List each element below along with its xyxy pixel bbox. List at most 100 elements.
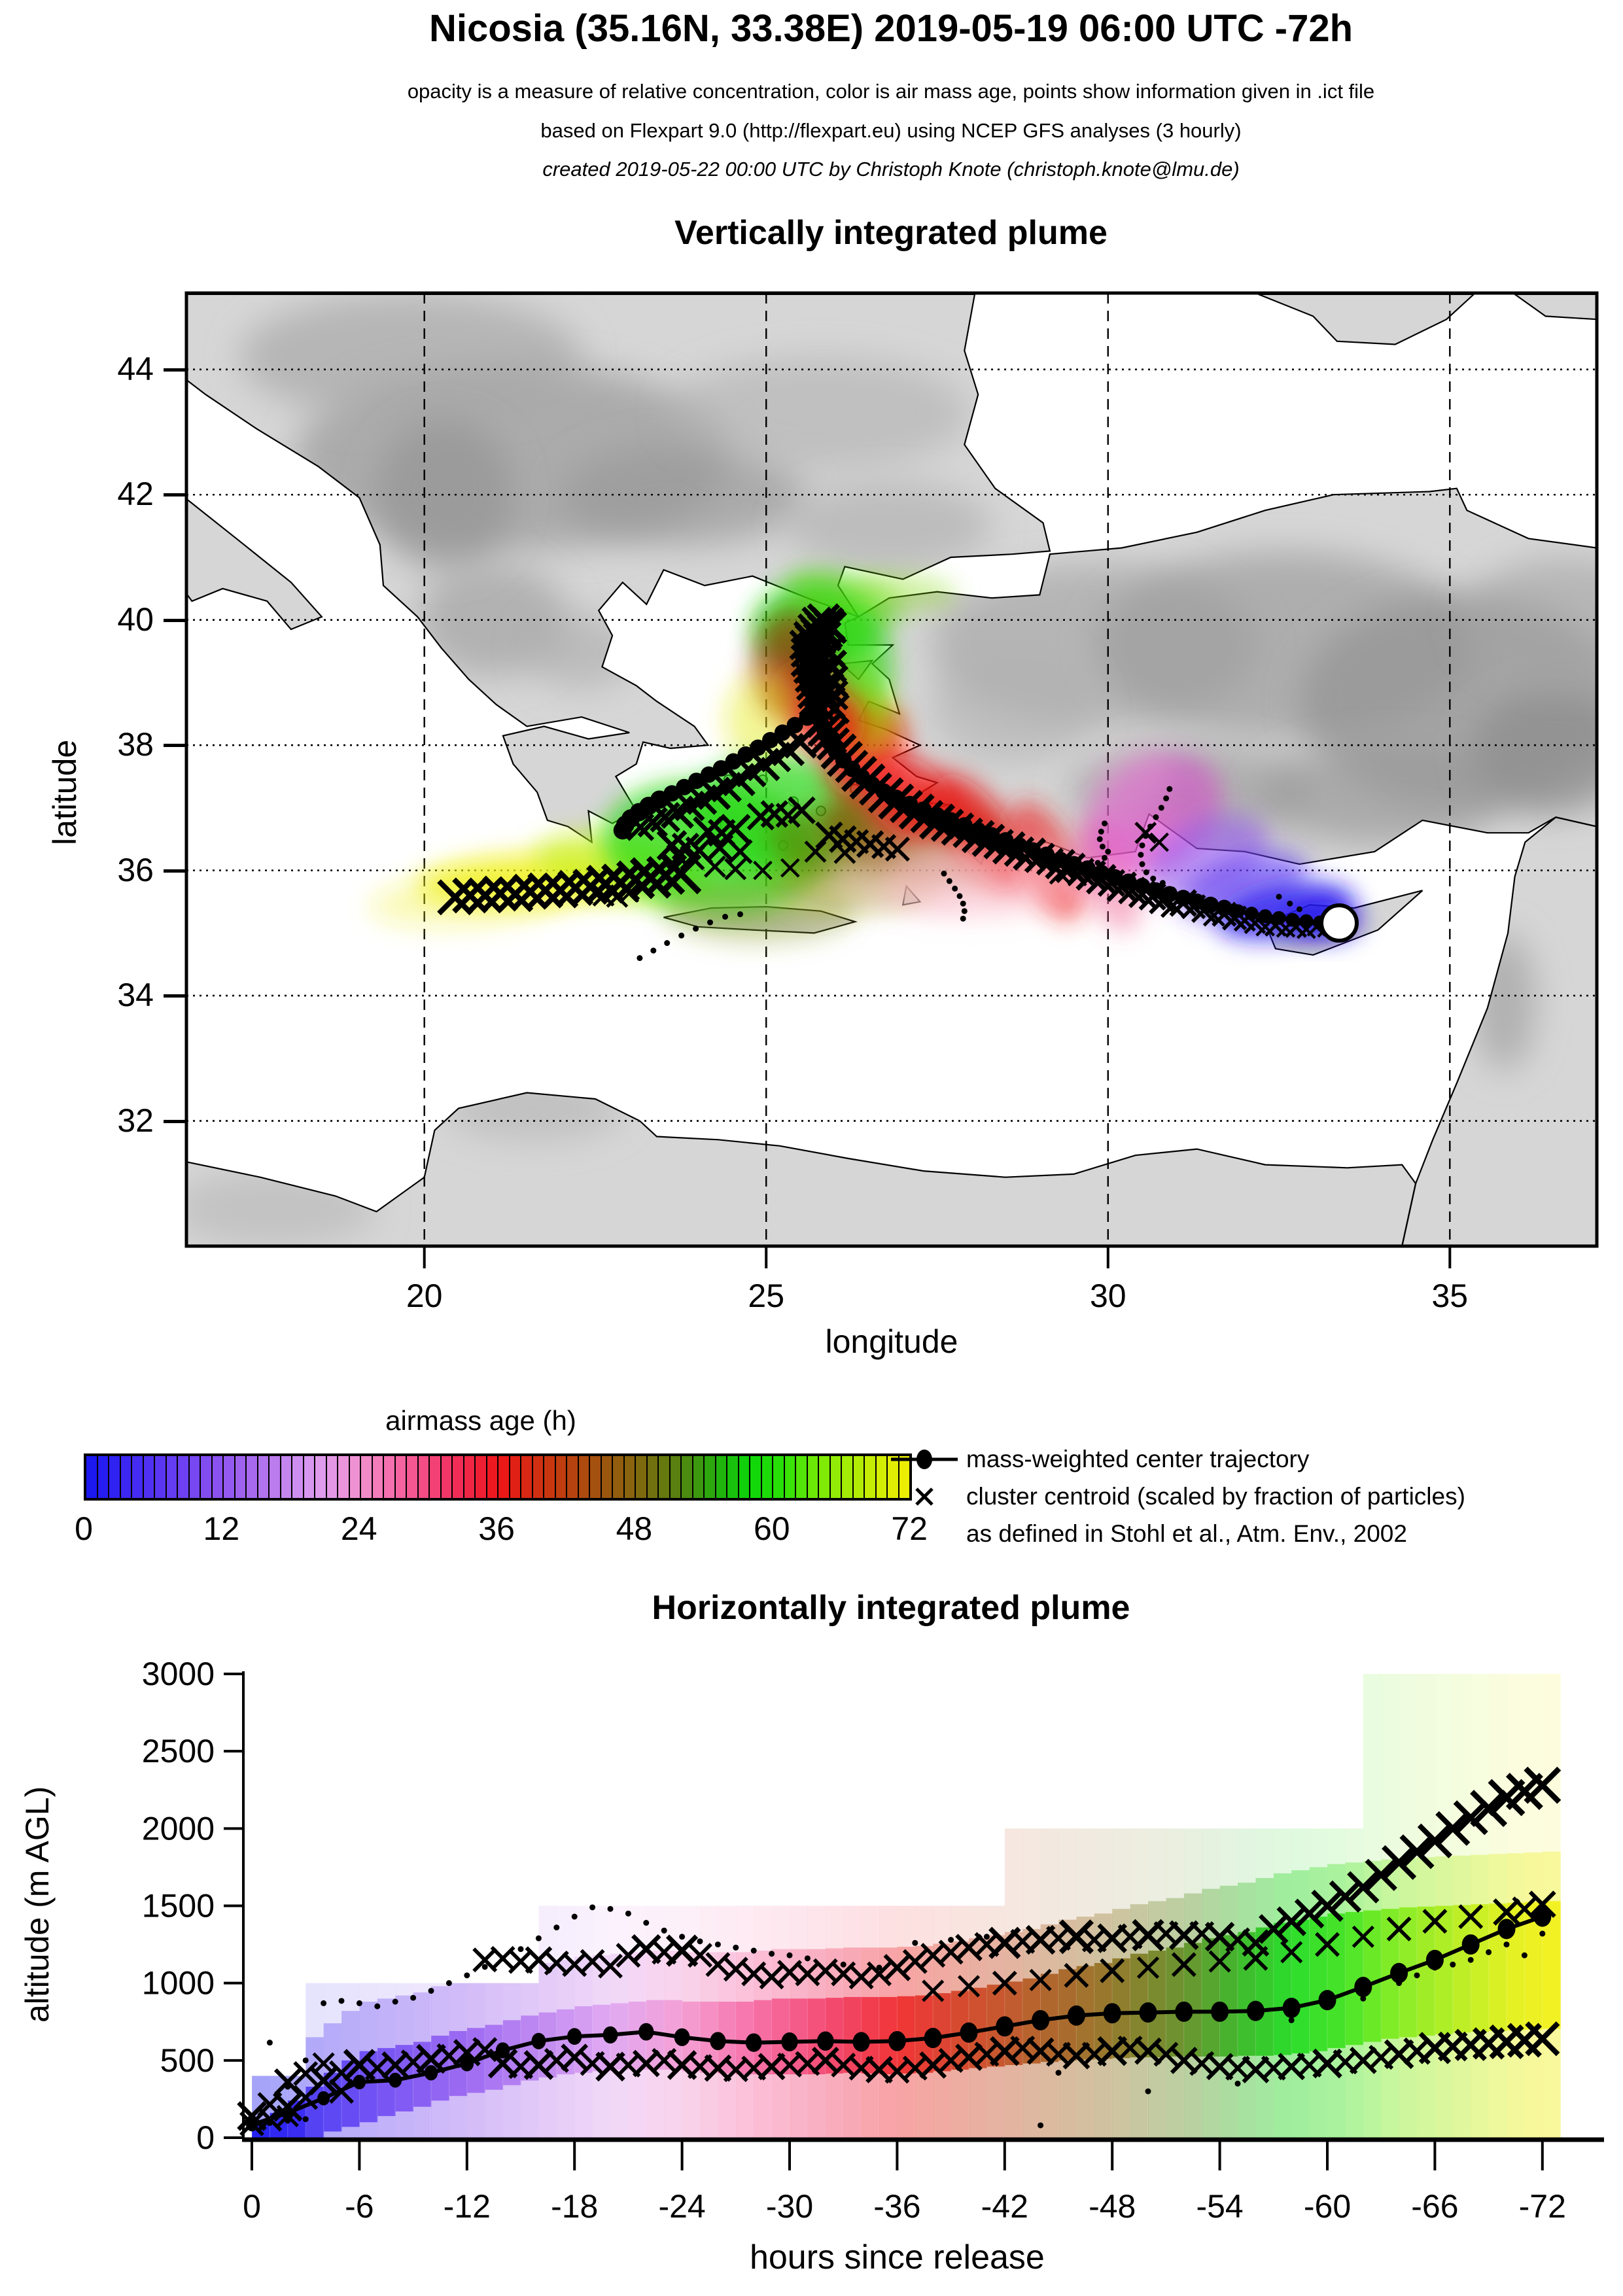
map-chart-title: Vertically integrated plume xyxy=(674,214,1108,252)
svg-text:3000: 3000 xyxy=(142,1656,215,1692)
profile-chart-title: Horizontally integrated plume xyxy=(652,1589,1130,1627)
plume-layer xyxy=(370,568,1361,943)
svg-text:-48: -48 xyxy=(1089,2188,1136,2225)
svg-text:0: 0 xyxy=(196,2119,215,2156)
svg-text:-54: -54 xyxy=(1196,2188,1243,2225)
colorbar-cell xyxy=(852,1456,864,1498)
colorbar-cell xyxy=(131,1456,143,1498)
colorbar-cell xyxy=(245,1456,257,1498)
colorbar-cell xyxy=(428,1456,440,1498)
colorbar-cell xyxy=(165,1456,177,1498)
svg-text:-72: -72 xyxy=(1519,2188,1566,2225)
colorbar-cell xyxy=(612,1456,623,1498)
colorbar-cell xyxy=(657,1456,669,1498)
colorbar-cell xyxy=(291,1456,303,1498)
colorbar-cell xyxy=(211,1456,222,1498)
release-location-marker xyxy=(1319,903,1359,943)
colorbar-cell xyxy=(635,1456,646,1498)
profile-x-axis-label: hours since release xyxy=(750,2238,1045,2276)
legend-reference-label: as defined in Stohl et al., Atm. Env., 2… xyxy=(966,1520,1407,1547)
colorbar-cell xyxy=(177,1456,188,1498)
colorbar-cell xyxy=(325,1456,337,1498)
legend: mass-weighted center trajectory cluster … xyxy=(884,1440,1465,1552)
colorbar-cell xyxy=(348,1456,360,1498)
colorbar-cell xyxy=(337,1456,349,1498)
colorbar-cell xyxy=(268,1456,280,1498)
colorbar-cell xyxy=(806,1456,818,1498)
map-plume-chart xyxy=(184,291,1599,1268)
colorbar-cell xyxy=(142,1456,154,1498)
colorbar-cell xyxy=(302,1456,314,1498)
colorbar-cell xyxy=(829,1456,841,1498)
colorbar-cell xyxy=(314,1456,326,1498)
svg-text:0: 0 xyxy=(243,2188,261,2225)
colorbar-cell xyxy=(119,1456,131,1498)
svg-text:2000: 2000 xyxy=(142,1810,215,1847)
svg-text:-6: -6 xyxy=(345,2188,374,2225)
colorbar-cell xyxy=(234,1456,245,1498)
colorbar-cell xyxy=(669,1456,680,1498)
map-x-axis-label: longitude xyxy=(825,1323,958,1360)
colorbar-cell xyxy=(451,1456,463,1498)
colorbar-cell xyxy=(394,1456,406,1498)
colorbar-cell xyxy=(200,1456,211,1498)
colorbar-cell xyxy=(737,1456,749,1498)
legend-row-reference: as defined in Stohl et al., Atm. Env., 2… xyxy=(884,1515,1465,1552)
svg-text:500: 500 xyxy=(160,2042,215,2079)
colorbar-title: airmass age (h) xyxy=(385,1405,576,1436)
svg-text:-24: -24 xyxy=(658,2188,705,2225)
legend-row-centroid: cluster centroid (scaled by fraction of … xyxy=(884,1478,1465,1515)
colorbar-cell xyxy=(108,1456,120,1498)
colorbar-cell xyxy=(417,1456,428,1498)
colorbar-cell xyxy=(772,1456,784,1498)
colorbar-cell xyxy=(154,1456,166,1498)
profile-y-axis-label: altitude (m AGL) xyxy=(19,1786,56,2023)
colorbar-cell xyxy=(691,1456,703,1498)
colorbar-cell xyxy=(440,1456,451,1498)
colorbar-cell xyxy=(703,1456,715,1498)
svg-text:-30: -30 xyxy=(766,2188,813,2225)
colorbar-cell xyxy=(600,1456,612,1498)
altitude-profile-chart: 0 500 1000 1500 2000 2500 3000 0 -6 -12 -18 -24 -30 -… xyxy=(142,1656,1604,2276)
svg-text:1000: 1000 xyxy=(142,1965,215,2002)
colorbar-cell xyxy=(222,1456,234,1498)
colorbar-cell xyxy=(646,1456,657,1498)
colorbar-cell xyxy=(360,1456,372,1498)
colorbar-cell xyxy=(406,1456,417,1498)
colorbar-cell xyxy=(577,1456,589,1498)
svg-text:-12: -12 xyxy=(444,2188,491,2225)
colorbar-cell xyxy=(726,1456,738,1498)
colorbar-cell xyxy=(841,1456,852,1498)
svg-text:-42: -42 xyxy=(981,2188,1028,2225)
colorbar-cell xyxy=(864,1456,875,1498)
colorbar-cell xyxy=(566,1456,578,1498)
legend-centroid-label: cluster centroid (scaled by fraction of … xyxy=(966,1482,1465,1510)
colorbar-cell xyxy=(383,1456,394,1498)
colorbar-cell xyxy=(474,1456,486,1498)
colorbar-cell xyxy=(875,1456,886,1498)
colorbar-cell xyxy=(749,1456,761,1498)
colorbar-cell xyxy=(760,1456,772,1498)
colorbar-cell xyxy=(898,1456,909,1498)
map-y-axis-label: latitude xyxy=(46,739,83,845)
colorbar-cell xyxy=(554,1456,566,1498)
airmass-age-colorbar xyxy=(84,1453,912,1501)
subtitle-model-note: based on Flexpart 9.0 (http://flexpart.e… xyxy=(540,119,1242,142)
colorbar-cell xyxy=(543,1456,555,1498)
colorbar-cell xyxy=(86,1456,97,1498)
svg-text:-36: -36 xyxy=(873,2188,920,2225)
colorbar-cell xyxy=(589,1456,601,1498)
legend-trajectory-label: mass-weighted center trajectory xyxy=(966,1445,1310,1472)
colorbar-cell xyxy=(886,1456,898,1498)
colorbar-cell xyxy=(188,1456,200,1498)
svg-text:2500: 2500 xyxy=(142,1733,215,1769)
colorbar-cell xyxy=(371,1456,383,1498)
subtitle-concentration-note: opacity is a measure of relative concent… xyxy=(407,80,1375,103)
colorbar-cell xyxy=(531,1456,543,1498)
svg-text:1500: 1500 xyxy=(142,1888,215,1924)
colorbar-cell xyxy=(462,1456,474,1498)
colorbar-cell xyxy=(818,1456,829,1498)
page-title: Nicosia (35.16N, 33.38E) 2019-05-19 06:0… xyxy=(428,7,1353,50)
svg-text:-66: -66 xyxy=(1411,2188,1458,2225)
colorbar-cell xyxy=(520,1456,532,1498)
